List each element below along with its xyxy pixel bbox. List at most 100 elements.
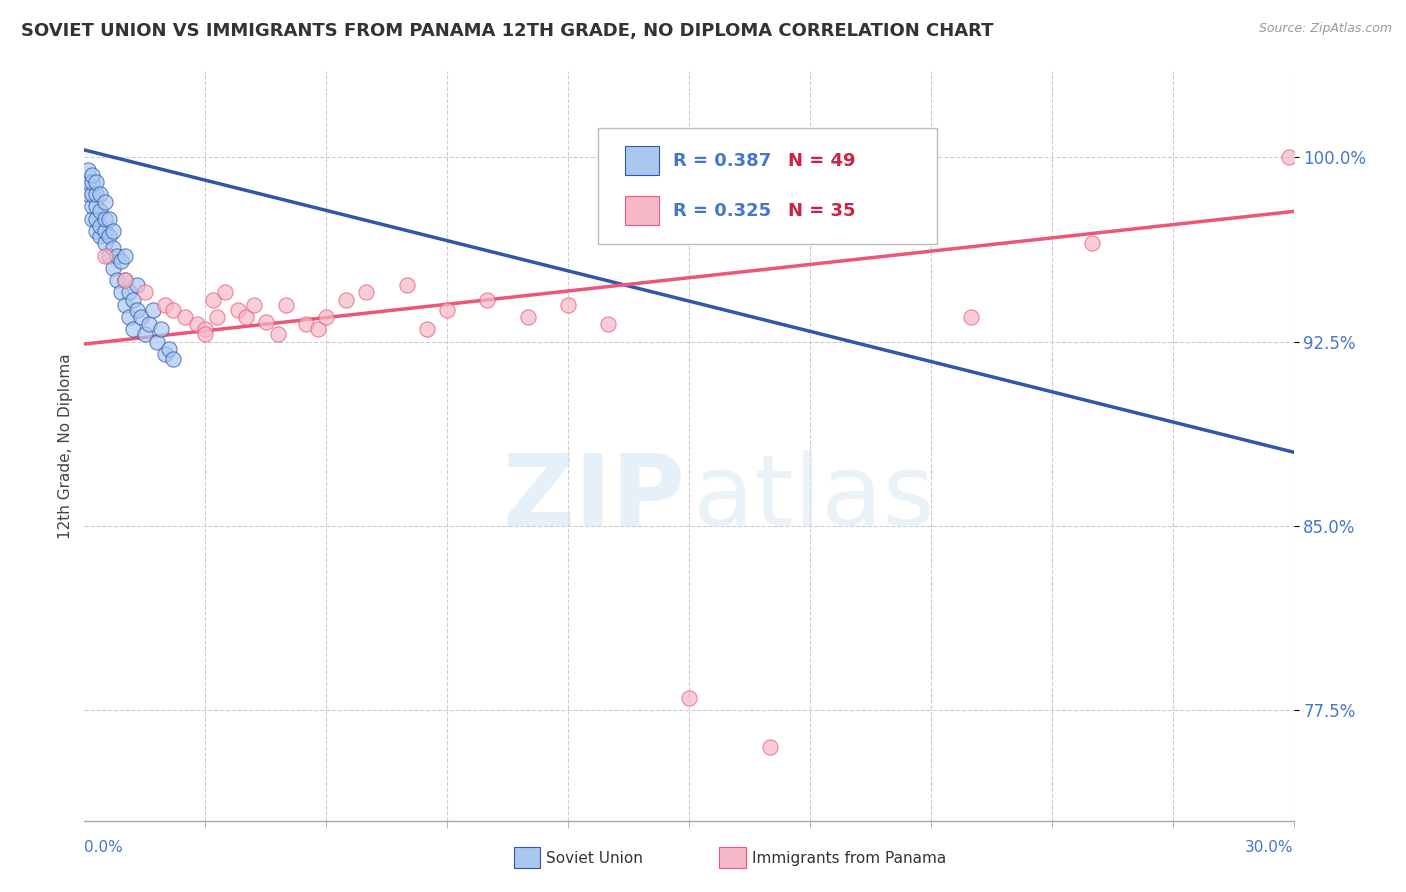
Text: R = 0.387: R = 0.387 xyxy=(673,152,772,169)
Point xyxy=(274,298,297,312)
Text: N = 35: N = 35 xyxy=(789,202,856,219)
Point xyxy=(97,229,120,244)
Point xyxy=(101,260,124,275)
Text: 0.0%: 0.0% xyxy=(84,840,124,855)
Point xyxy=(134,327,156,342)
Point xyxy=(557,298,579,312)
Point xyxy=(598,318,620,332)
Point xyxy=(758,739,780,754)
Point xyxy=(105,273,128,287)
Point xyxy=(121,293,143,307)
Point xyxy=(157,342,180,356)
Point xyxy=(477,293,499,307)
Point xyxy=(105,249,128,263)
Point xyxy=(114,273,136,287)
Point xyxy=(315,310,337,324)
Point xyxy=(114,249,136,263)
Bar xyxy=(624,196,659,225)
FancyBboxPatch shape xyxy=(599,128,936,244)
Y-axis label: 12th Grade, No Diploma: 12th Grade, No Diploma xyxy=(58,353,73,539)
Point xyxy=(1278,150,1301,164)
Point xyxy=(125,302,148,317)
Bar xyxy=(624,146,659,175)
Point xyxy=(86,211,108,226)
Point xyxy=(146,334,169,349)
Text: Soviet Union: Soviet Union xyxy=(547,851,643,865)
Point xyxy=(93,249,115,263)
Point xyxy=(86,224,108,238)
Point xyxy=(416,322,439,336)
Point xyxy=(89,219,111,234)
Point xyxy=(82,175,104,189)
Point xyxy=(110,253,132,268)
Point xyxy=(356,285,378,300)
Text: ZIP: ZIP xyxy=(502,450,685,547)
Point xyxy=(77,175,100,189)
Point xyxy=(202,293,225,307)
Point xyxy=(129,310,152,324)
Point xyxy=(194,322,217,336)
Point xyxy=(142,302,165,317)
Point xyxy=(118,310,141,324)
Point xyxy=(678,690,700,705)
Point xyxy=(153,298,176,312)
Point xyxy=(395,278,418,293)
Point xyxy=(82,199,104,213)
Point xyxy=(86,199,108,213)
Point xyxy=(86,187,108,202)
Point xyxy=(89,229,111,244)
Point xyxy=(267,327,290,342)
Point xyxy=(235,310,257,324)
Point xyxy=(254,315,277,329)
Point xyxy=(86,175,108,189)
Point xyxy=(101,241,124,255)
Point xyxy=(138,318,160,332)
Point xyxy=(186,318,208,332)
Point xyxy=(1081,236,1104,251)
Text: atlas: atlas xyxy=(693,450,934,547)
Point xyxy=(114,273,136,287)
Point xyxy=(162,302,184,317)
Point xyxy=(77,162,100,177)
Point xyxy=(82,168,104,182)
Bar xyxy=(513,847,540,868)
Point xyxy=(295,318,318,332)
Point xyxy=(226,302,249,317)
Point xyxy=(110,285,132,300)
Point xyxy=(97,249,120,263)
Bar xyxy=(720,847,745,868)
Point xyxy=(125,278,148,293)
Point xyxy=(153,347,176,361)
Text: SOVIET UNION VS IMMIGRANTS FROM PANAMA 12TH GRADE, NO DIPLOMA CORRELATION CHART: SOVIET UNION VS IMMIGRANTS FROM PANAMA 1… xyxy=(21,22,994,40)
Point xyxy=(134,285,156,300)
Point xyxy=(118,285,141,300)
Point xyxy=(101,224,124,238)
Point xyxy=(174,310,197,324)
Point xyxy=(93,224,115,238)
Point xyxy=(335,293,357,307)
Point xyxy=(89,187,111,202)
Point xyxy=(93,194,115,209)
Point xyxy=(89,204,111,219)
Point xyxy=(242,298,264,312)
Point xyxy=(114,298,136,312)
Point xyxy=(93,211,115,226)
Point xyxy=(77,187,100,202)
Point xyxy=(82,187,104,202)
Point xyxy=(436,302,458,317)
Point xyxy=(97,211,120,226)
Point xyxy=(207,310,229,324)
Point xyxy=(960,310,983,324)
Text: Immigrants from Panama: Immigrants from Panama xyxy=(752,851,946,865)
Point xyxy=(162,351,184,366)
Text: 30.0%: 30.0% xyxy=(1246,840,1294,855)
Point xyxy=(93,236,115,251)
Text: Source: ZipAtlas.com: Source: ZipAtlas.com xyxy=(1258,22,1392,36)
Point xyxy=(121,322,143,336)
Text: R = 0.325: R = 0.325 xyxy=(673,202,772,219)
Point xyxy=(214,285,236,300)
Point xyxy=(307,322,329,336)
Text: N = 49: N = 49 xyxy=(789,152,856,169)
Point xyxy=(516,310,538,324)
Point xyxy=(149,322,172,336)
